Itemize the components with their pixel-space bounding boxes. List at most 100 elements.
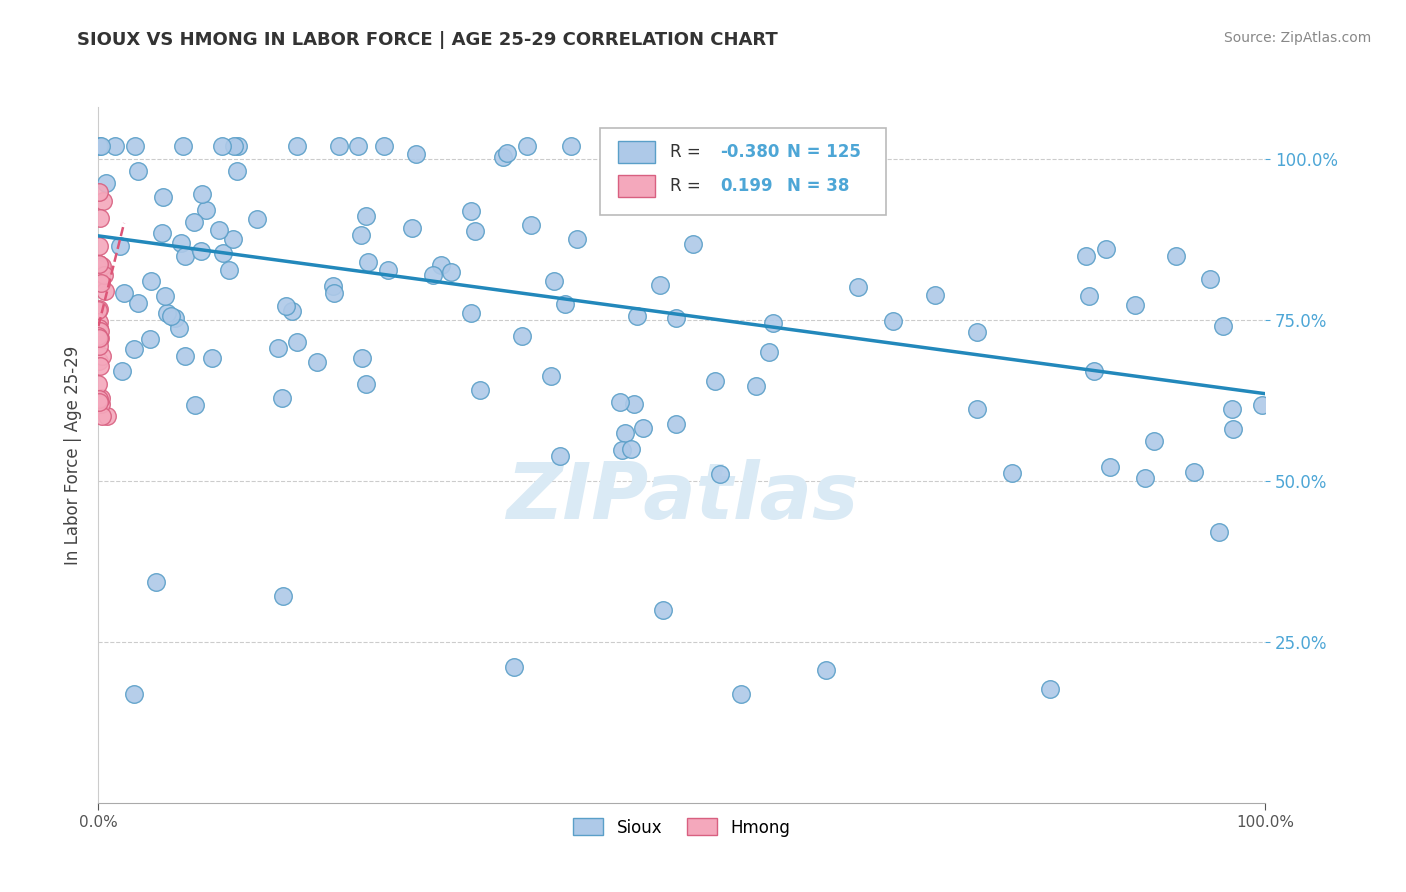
Point: [567, 232, 589, 246]
Point: [623, 397, 645, 411]
Point: [87, 354, 110, 368]
Point: [709, 467, 731, 481]
Point: [422, 268, 444, 283]
Point: [87, 275, 110, 289]
Point: [405, 146, 427, 161]
Text: SIOUX VS HMONG IN LABOR FORCE | AGE 25-29 CORRELATION CHART: SIOUX VS HMONG IN LABOR FORCE | AGE 25-2…: [77, 31, 778, 49]
Point: [87, 138, 110, 153]
Point: [464, 224, 486, 238]
Point: [276, 300, 298, 314]
Point: [90, 138, 112, 153]
Point: [127, 164, 149, 178]
Text: R =: R =: [671, 177, 706, 194]
Point: [651, 603, 673, 617]
Point: [658, 169, 681, 183]
Point: [1250, 398, 1272, 412]
Point: [401, 220, 423, 235]
Point: [87, 326, 110, 341]
Y-axis label: In Labor Force | Age 25-29: In Labor Force | Age 25-29: [63, 345, 82, 565]
Point: [612, 443, 634, 458]
Point: [208, 223, 231, 237]
Point: [357, 254, 380, 268]
Point: [1198, 272, 1220, 286]
Point: [704, 374, 727, 388]
Point: [122, 686, 145, 700]
Point: [141, 274, 163, 288]
Point: [373, 138, 395, 153]
Point: [1184, 466, 1206, 480]
Point: [707, 138, 730, 153]
Point: [322, 279, 344, 293]
Point: [172, 138, 194, 153]
Point: [1164, 249, 1187, 263]
Point: [510, 328, 533, 343]
Text: 0.199: 0.199: [720, 177, 773, 194]
Point: [89, 331, 111, 345]
Point: [846, 280, 869, 294]
Point: [138, 332, 160, 346]
Point: [108, 239, 131, 253]
Point: [156, 306, 179, 320]
Point: [377, 263, 399, 277]
Point: [183, 215, 205, 229]
Point: [89, 271, 111, 285]
Point: [103, 138, 125, 153]
Legend: Sioux, Hmong: Sioux, Hmong: [567, 812, 797, 843]
Point: [194, 203, 217, 218]
Point: [492, 150, 515, 164]
Point: [90, 260, 112, 274]
Point: [665, 311, 688, 326]
Point: [1222, 422, 1244, 436]
Point: [323, 286, 346, 301]
Point: [218, 263, 240, 277]
Point: [1143, 434, 1166, 448]
Bar: [617, 141, 655, 163]
Text: Source: ZipAtlas.com: Source: ZipAtlas.com: [1223, 31, 1371, 45]
Point: [174, 249, 197, 263]
Point: [90, 397, 112, 411]
Point: [758, 345, 780, 359]
Point: [89, 186, 111, 200]
Point: [201, 351, 224, 365]
Point: [87, 377, 110, 392]
Point: [170, 236, 193, 251]
Point: [89, 257, 111, 271]
Point: [87, 261, 110, 276]
Point: [1098, 460, 1121, 475]
Point: [650, 277, 672, 292]
Point: [89, 257, 111, 271]
Point: [89, 211, 111, 225]
Point: [90, 409, 112, 424]
Point: [226, 138, 249, 153]
Point: [620, 442, 643, 456]
Point: [167, 321, 190, 335]
Point: [87, 301, 110, 316]
Text: -0.380: -0.380: [720, 144, 780, 161]
Point: [87, 395, 110, 409]
Point: [96, 409, 118, 424]
Point: [1039, 681, 1062, 696]
Point: [270, 391, 292, 405]
Point: [87, 339, 110, 353]
Point: [924, 288, 946, 302]
Point: [87, 329, 110, 343]
Point: [89, 359, 111, 374]
Point: [87, 260, 110, 274]
Point: [87, 302, 110, 317]
Point: [190, 244, 212, 258]
Point: [328, 138, 350, 153]
Point: [762, 316, 785, 330]
Point: [496, 145, 519, 160]
Point: [184, 398, 207, 412]
Point: [516, 138, 538, 153]
Point: [222, 232, 245, 246]
Point: [1133, 471, 1156, 485]
Point: [94, 176, 117, 190]
Point: [470, 384, 492, 398]
Point: [211, 246, 233, 260]
Point: [1000, 467, 1022, 481]
Point: [122, 343, 145, 357]
Point: [160, 310, 183, 324]
Point: [280, 303, 302, 318]
Point: [124, 138, 146, 153]
